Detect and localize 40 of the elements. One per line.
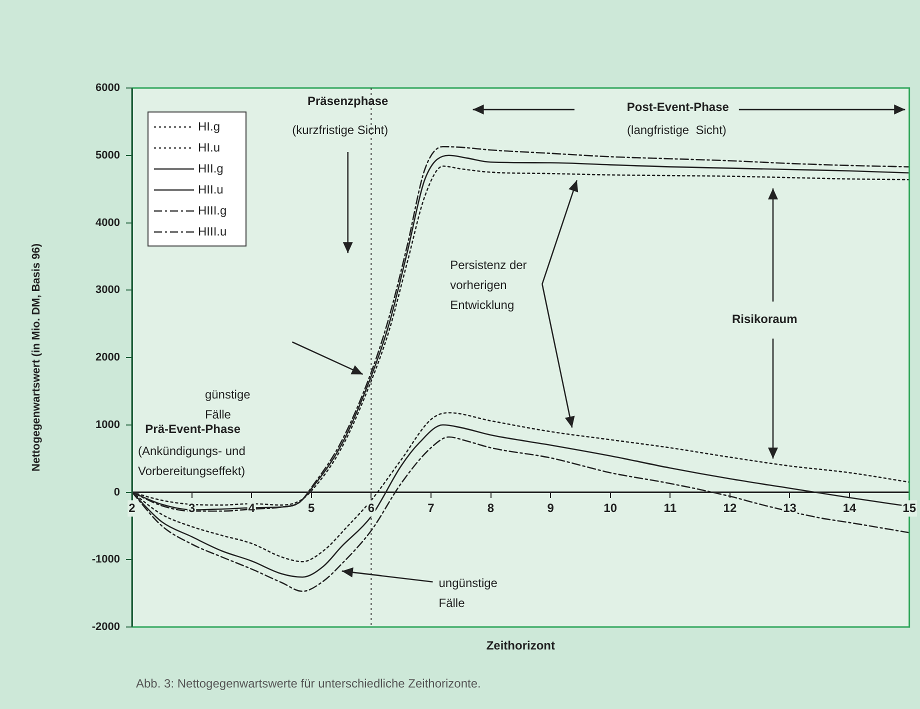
x-tick-label: 13 [783, 500, 797, 515]
x-tick-label: 2 [128, 500, 136, 515]
x-tick-label: 12 [723, 500, 737, 515]
x-tick-label: 6 [368, 500, 375, 515]
y-tick-label: 1000 [96, 418, 120, 431]
y-tick-label: 0 [114, 486, 120, 498]
annotation: Post-Event-Phase [626, 100, 730, 114]
x-tick-label: 14 [842, 500, 857, 515]
annotation: Persistenz der vorherigen Entwicklung [450, 258, 527, 312]
legend-label: HIII.u [198, 224, 227, 238]
x-tick-label: 8 [487, 500, 494, 515]
annotation: Präsenzphase [308, 94, 389, 108]
x-tick-label: 5 [308, 500, 316, 515]
y-tick-label: 4000 [96, 216, 120, 229]
legend-label: HII.u [198, 182, 224, 196]
annotation: Risikoraum [732, 312, 798, 326]
x-tick-label: 11 [664, 500, 677, 515]
y-tick-label: -2000 [92, 621, 120, 634]
annotation: ungünstige Fälle [438, 576, 498, 610]
y-tick-label: 3000 [96, 284, 120, 296]
y-tick-label: 2000 [96, 352, 120, 364]
x-tick-label: 9 [547, 500, 554, 515]
annotation: (Ankündigungs- und Vorbereitungseffekt) [138, 444, 246, 478]
legend-label: HI.u [198, 140, 220, 154]
legend-label: HIII.g [198, 203, 227, 218]
x-tick-label: 7 [428, 500, 435, 515]
x-tick-label: 15 [902, 500, 916, 515]
y-tick-label: 5000 [96, 149, 120, 162]
x-axis-title: Zeithorizont [486, 638, 555, 652]
y-axis-title: Nettogegenwartswert (in Mio. DM, Basis 96) [30, 243, 43, 472]
y-tick-label: -1000 [92, 554, 120, 566]
y-tick-label: 6000 [96, 82, 120, 94]
annotation: günstige Fälle [204, 388, 251, 422]
annotation: (langfristige Sicht) [627, 122, 726, 137]
legend-label: HI.g [198, 119, 220, 134]
caption: Abb. 3: Nettogegenwartswerte für unterschiedliche Zeithorizonte. [136, 676, 481, 690]
annotation: Prä-Event-Phase [145, 422, 241, 436]
x-tick-label: 10 [604, 500, 618, 515]
legend-label: HII.g [198, 161, 224, 176]
annotation: (kurzfristige Sicht) [292, 122, 388, 137]
